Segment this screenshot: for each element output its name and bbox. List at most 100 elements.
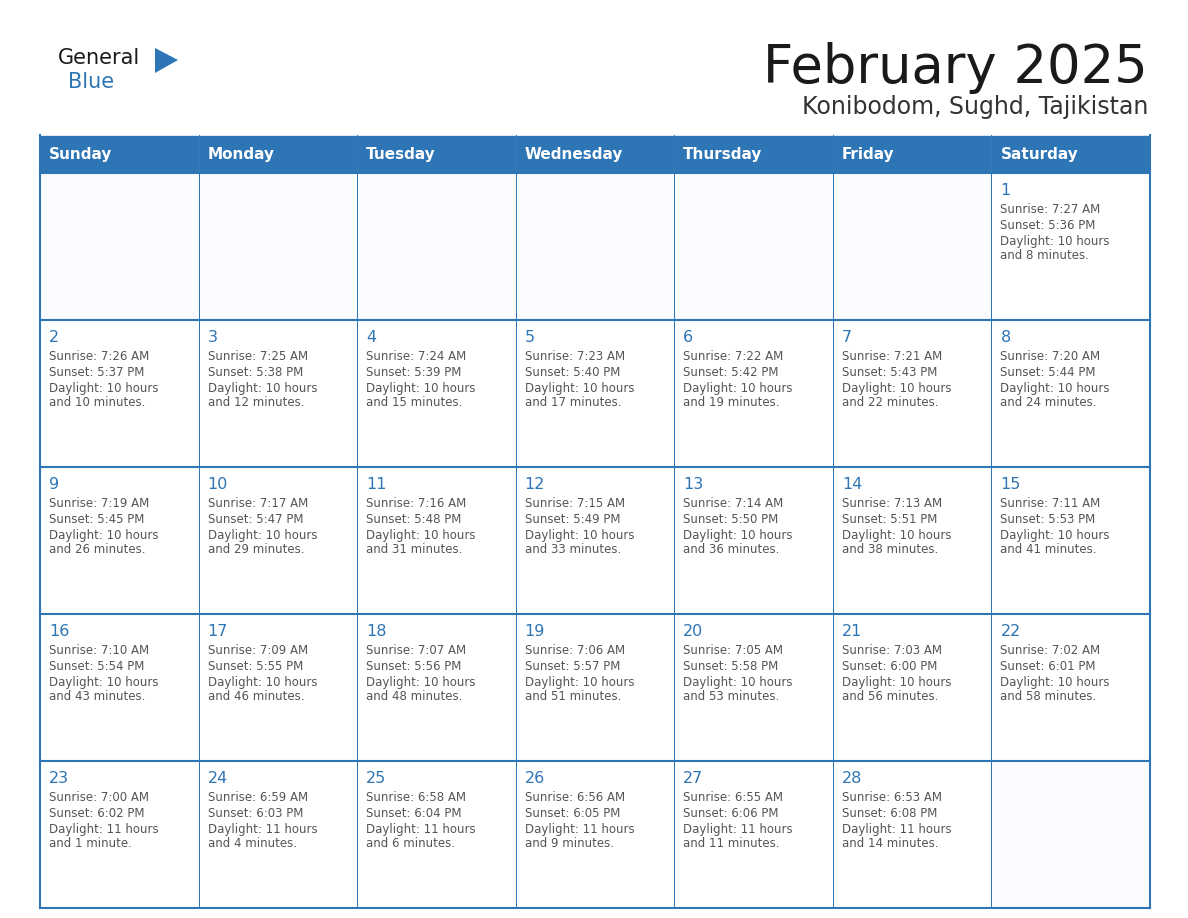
- Text: Daylight: 11 hours: Daylight: 11 hours: [683, 823, 792, 836]
- FancyBboxPatch shape: [992, 761, 1150, 908]
- Text: and 56 minutes.: and 56 minutes.: [842, 690, 939, 703]
- Text: and 19 minutes.: and 19 minutes.: [683, 396, 779, 409]
- Text: Friday: Friday: [842, 147, 895, 162]
- FancyBboxPatch shape: [992, 135, 1150, 173]
- Text: 18: 18: [366, 624, 386, 639]
- Text: and 6 minutes.: and 6 minutes.: [366, 837, 455, 850]
- FancyBboxPatch shape: [992, 320, 1150, 467]
- FancyBboxPatch shape: [40, 467, 198, 614]
- Text: Sunrise: 7:03 AM: Sunrise: 7:03 AM: [842, 644, 942, 657]
- Text: Sunrise: 7:10 AM: Sunrise: 7:10 AM: [49, 644, 150, 657]
- Text: and 14 minutes.: and 14 minutes.: [842, 837, 939, 850]
- Text: and 41 minutes.: and 41 minutes.: [1000, 543, 1097, 556]
- Text: and 33 minutes.: and 33 minutes.: [525, 543, 621, 556]
- Text: Sunset: 6:03 PM: Sunset: 6:03 PM: [208, 807, 303, 820]
- Text: Sunrise: 7:17 AM: Sunrise: 7:17 AM: [208, 497, 308, 510]
- Text: 23: 23: [49, 771, 69, 786]
- Text: Blue: Blue: [68, 72, 114, 92]
- Text: and 22 minutes.: and 22 minutes.: [842, 396, 939, 409]
- FancyBboxPatch shape: [198, 614, 358, 761]
- Text: and 48 minutes.: and 48 minutes.: [366, 690, 462, 703]
- Text: Daylight: 10 hours: Daylight: 10 hours: [1000, 382, 1110, 395]
- FancyBboxPatch shape: [833, 173, 992, 320]
- Text: and 10 minutes.: and 10 minutes.: [49, 396, 145, 409]
- FancyBboxPatch shape: [833, 761, 992, 908]
- Text: Sunrise: 7:11 AM: Sunrise: 7:11 AM: [1000, 497, 1100, 510]
- Text: 6: 6: [683, 330, 694, 345]
- Text: Sunset: 5:58 PM: Sunset: 5:58 PM: [683, 660, 778, 673]
- Text: 9: 9: [49, 477, 59, 492]
- Text: Sunrise: 7:00 AM: Sunrise: 7:00 AM: [49, 791, 148, 804]
- Text: Sunset: 5:39 PM: Sunset: 5:39 PM: [366, 366, 461, 379]
- Text: Sunrise: 7:15 AM: Sunrise: 7:15 AM: [525, 497, 625, 510]
- Text: Sunrise: 6:59 AM: Sunrise: 6:59 AM: [208, 791, 308, 804]
- Text: Thursday: Thursday: [683, 147, 763, 162]
- Text: Sunset: 6:06 PM: Sunset: 6:06 PM: [683, 807, 779, 820]
- Text: and 43 minutes.: and 43 minutes.: [49, 690, 145, 703]
- Text: Sunset: 6:05 PM: Sunset: 6:05 PM: [525, 807, 620, 820]
- FancyBboxPatch shape: [198, 761, 358, 908]
- Text: Sunrise: 7:13 AM: Sunrise: 7:13 AM: [842, 497, 942, 510]
- Text: 19: 19: [525, 624, 545, 639]
- Text: Daylight: 10 hours: Daylight: 10 hours: [49, 529, 158, 542]
- Text: Sunrise: 7:22 AM: Sunrise: 7:22 AM: [683, 350, 784, 363]
- Text: Tuesday: Tuesday: [366, 147, 436, 162]
- Text: 14: 14: [842, 477, 862, 492]
- Text: Sunrise: 7:20 AM: Sunrise: 7:20 AM: [1000, 350, 1100, 363]
- Text: and 24 minutes.: and 24 minutes.: [1000, 396, 1097, 409]
- FancyBboxPatch shape: [833, 135, 992, 173]
- Text: Sunset: 5:44 PM: Sunset: 5:44 PM: [1000, 366, 1095, 379]
- Text: Daylight: 10 hours: Daylight: 10 hours: [366, 529, 475, 542]
- Text: 12: 12: [525, 477, 545, 492]
- Text: 28: 28: [842, 771, 862, 786]
- Text: and 4 minutes.: and 4 minutes.: [208, 837, 297, 850]
- Text: Daylight: 10 hours: Daylight: 10 hours: [208, 529, 317, 542]
- Text: 1: 1: [1000, 183, 1011, 198]
- FancyBboxPatch shape: [992, 173, 1150, 320]
- Text: and 8 minutes.: and 8 minutes.: [1000, 249, 1089, 262]
- Text: Daylight: 11 hours: Daylight: 11 hours: [525, 823, 634, 836]
- Text: Sunrise: 7:24 AM: Sunrise: 7:24 AM: [366, 350, 467, 363]
- Text: 13: 13: [683, 477, 703, 492]
- Text: Sunset: 5:56 PM: Sunset: 5:56 PM: [366, 660, 461, 673]
- FancyBboxPatch shape: [358, 135, 516, 173]
- Text: Sunset: 5:50 PM: Sunset: 5:50 PM: [683, 513, 778, 526]
- Text: Daylight: 10 hours: Daylight: 10 hours: [842, 676, 952, 689]
- Text: Daylight: 10 hours: Daylight: 10 hours: [842, 529, 952, 542]
- Text: Sunrise: 7:02 AM: Sunrise: 7:02 AM: [1000, 644, 1100, 657]
- FancyBboxPatch shape: [675, 320, 833, 467]
- Text: Daylight: 10 hours: Daylight: 10 hours: [683, 529, 792, 542]
- FancyBboxPatch shape: [198, 467, 358, 614]
- Text: Sunrise: 7:27 AM: Sunrise: 7:27 AM: [1000, 203, 1100, 216]
- Text: and 58 minutes.: and 58 minutes.: [1000, 690, 1097, 703]
- Text: 20: 20: [683, 624, 703, 639]
- FancyBboxPatch shape: [516, 467, 675, 614]
- FancyBboxPatch shape: [516, 173, 675, 320]
- Text: Sunrise: 7:23 AM: Sunrise: 7:23 AM: [525, 350, 625, 363]
- Text: 7: 7: [842, 330, 852, 345]
- Text: and 31 minutes.: and 31 minutes.: [366, 543, 462, 556]
- Text: Daylight: 10 hours: Daylight: 10 hours: [683, 676, 792, 689]
- FancyBboxPatch shape: [40, 320, 198, 467]
- FancyBboxPatch shape: [992, 614, 1150, 761]
- Text: Sunset: 5:57 PM: Sunset: 5:57 PM: [525, 660, 620, 673]
- Text: February 2025: February 2025: [763, 42, 1148, 94]
- Text: and 53 minutes.: and 53 minutes.: [683, 690, 779, 703]
- Text: 11: 11: [366, 477, 386, 492]
- Text: Sunset: 5:42 PM: Sunset: 5:42 PM: [683, 366, 779, 379]
- FancyBboxPatch shape: [358, 761, 516, 908]
- Text: Sunrise: 7:21 AM: Sunrise: 7:21 AM: [842, 350, 942, 363]
- Text: Sunset: 5:36 PM: Sunset: 5:36 PM: [1000, 219, 1095, 232]
- Text: Wednesday: Wednesday: [525, 147, 623, 162]
- Text: Sunrise: 7:05 AM: Sunrise: 7:05 AM: [683, 644, 783, 657]
- Text: Sunset: 5:51 PM: Sunset: 5:51 PM: [842, 513, 937, 526]
- Text: Daylight: 10 hours: Daylight: 10 hours: [366, 676, 475, 689]
- Text: Daylight: 10 hours: Daylight: 10 hours: [49, 382, 158, 395]
- Text: Sunset: 6:00 PM: Sunset: 6:00 PM: [842, 660, 937, 673]
- Text: Monday: Monday: [208, 147, 274, 162]
- Text: 4: 4: [366, 330, 377, 345]
- FancyBboxPatch shape: [198, 173, 358, 320]
- Text: Sunset: 5:53 PM: Sunset: 5:53 PM: [1000, 513, 1095, 526]
- Text: and 29 minutes.: and 29 minutes.: [208, 543, 304, 556]
- Text: 24: 24: [208, 771, 228, 786]
